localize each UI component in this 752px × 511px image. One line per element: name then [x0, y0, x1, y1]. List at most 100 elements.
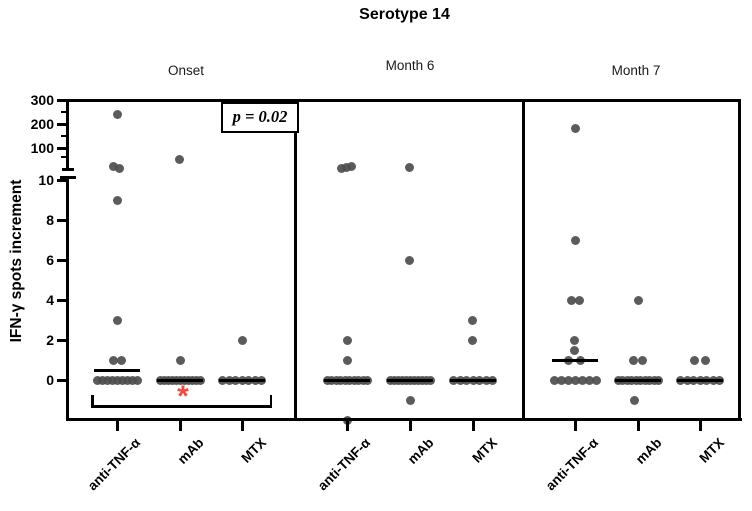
x-tick: [698, 420, 702, 431]
data-point: [633, 295, 643, 305]
x-tick-label: mAb: [632, 435, 665, 467]
right-spine: [738, 99, 741, 421]
data-point: [127, 375, 137, 385]
median-line: [450, 378, 496, 382]
median-line: [219, 378, 265, 382]
data-point: [114, 164, 124, 174]
median-line: [157, 378, 203, 382]
data-point: [404, 255, 414, 265]
median-line: [552, 358, 598, 362]
x-tick: [471, 420, 475, 431]
data-point: [342, 355, 352, 365]
median-line: [324, 378, 370, 382]
data-point: [556, 375, 566, 385]
data-point: [112, 109, 122, 119]
y-tick-label: 200: [30, 116, 54, 132]
data-point: [102, 375, 112, 385]
data-point: [107, 375, 117, 385]
data-point: [108, 161, 118, 171]
data-point: [574, 295, 584, 305]
data-point: [132, 375, 142, 385]
y-tick: [57, 98, 68, 102]
x-tick: [240, 420, 244, 431]
x-tick-label: anti-TNF-α: [543, 435, 602, 494]
panel-title-month6: Month 6: [385, 58, 435, 73]
data-point: [175, 355, 185, 365]
y-axis-spine-upper: [66, 99, 69, 170]
data-point: [569, 345, 579, 355]
x-tick-label: mAb: [174, 435, 207, 467]
data-point: [112, 375, 122, 385]
data-point: [591, 375, 601, 385]
panel-divider: [294, 99, 297, 421]
data-point: [342, 335, 352, 345]
data-point: [404, 163, 414, 173]
data-point: [92, 375, 102, 385]
y-minor-tick: [61, 155, 68, 159]
data-point: [116, 355, 126, 365]
significance-star: *: [177, 380, 189, 413]
top-spine: [68, 99, 741, 102]
data-point: [577, 375, 587, 385]
median-line: [677, 378, 723, 382]
x-tick-label: MTX: [237, 435, 269, 466]
data-point: [467, 335, 477, 345]
x-tick-label: anti-TNF-α: [315, 435, 374, 494]
x-tick: [345, 420, 349, 431]
y-tick-label: 10: [38, 172, 54, 188]
data-point: [629, 395, 639, 405]
data-point: [346, 161, 356, 171]
data-point: [570, 375, 580, 385]
y-minor-tick: [61, 110, 68, 114]
data-point: [174, 155, 184, 165]
p-value-box: p = 0.02: [221, 102, 299, 133]
significance-bracket-right-end: [269, 395, 272, 407]
y-tick: [57, 122, 68, 126]
median-line: [94, 368, 140, 372]
y-tick-label: 2: [46, 332, 54, 348]
panel-title-month7: Month 7: [611, 63, 661, 78]
y-tick-label: 8: [46, 212, 54, 228]
x-tick: [178, 420, 182, 431]
data-point: [467, 315, 477, 325]
data-point: [122, 375, 132, 385]
data-point: [563, 375, 573, 385]
data-point: [637, 355, 647, 365]
y-tick: [57, 258, 68, 262]
data-point: [566, 295, 576, 305]
y-tick-label: 0: [46, 372, 54, 388]
y-tick: [57, 298, 68, 302]
x-tick: [573, 420, 577, 431]
data-point: [569, 335, 579, 345]
x-tick: [408, 420, 412, 431]
data-point: [108, 355, 118, 365]
data-point: [112, 315, 122, 325]
data-point: [117, 375, 127, 385]
x-tick-label: MTX: [468, 435, 500, 466]
y-tick: [57, 378, 68, 382]
y-tick-label: 100: [30, 140, 54, 156]
y-tick: [57, 146, 68, 150]
data-point: [549, 375, 559, 385]
data-point: [237, 335, 247, 345]
x-tick-label: MTX: [695, 435, 727, 466]
data-point: [97, 375, 107, 385]
data-point: [336, 164, 346, 174]
significance-bracket-left-end: [91, 395, 94, 407]
significance-bracket: [91, 405, 272, 408]
y-tick-label: 300: [30, 92, 54, 108]
data-point: [689, 355, 699, 365]
data-point: [570, 124, 580, 134]
y-axis-break-cap-upper: [61, 167, 74, 171]
x-tick-label: anti-TNF-α: [85, 435, 144, 494]
x-tick: [115, 420, 119, 431]
x-tick-label: mAb: [404, 435, 437, 467]
y-tick: [57, 178, 68, 182]
panel-title-onset: Onset: [167, 63, 205, 78]
data-point: [700, 355, 710, 365]
median-line: [615, 378, 661, 382]
x-tick: [636, 420, 640, 431]
data-point: [112, 195, 122, 205]
data-point: [628, 355, 638, 365]
